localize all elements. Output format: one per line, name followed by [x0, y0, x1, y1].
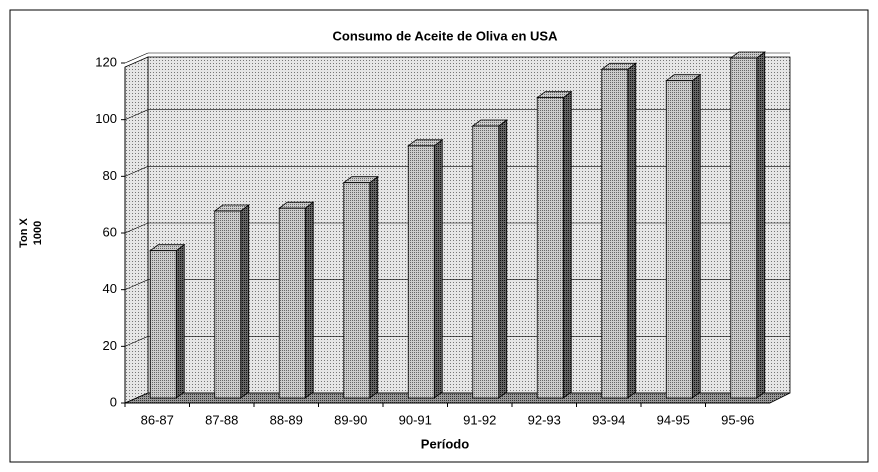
x-tick-label: 88-89	[270, 412, 303, 427]
y-tick-label: 20	[103, 338, 117, 353]
bar	[665, 80, 693, 399]
x-tick-label: 94-95	[657, 412, 690, 427]
bar-side	[627, 62, 637, 399]
bar-side	[756, 51, 766, 399]
x-tick-label: 91-92	[463, 412, 496, 427]
x-tick-label: 86-87	[141, 412, 174, 427]
grid-line	[124, 279, 149, 290]
bar	[472, 125, 500, 399]
x-tick-label: 95-96	[721, 412, 754, 427]
x-tick-label: 89-90	[334, 412, 367, 427]
grid-line	[124, 109, 149, 120]
bar	[407, 145, 435, 399]
x-tick-label: 92-93	[528, 412, 561, 427]
bar-side	[498, 119, 508, 399]
y-tick-label: 120	[95, 54, 117, 69]
y-tick-label: 40	[103, 281, 117, 296]
bar-side	[369, 175, 379, 399]
y-tick-label: 100	[95, 111, 117, 126]
bar	[536, 97, 564, 399]
bar	[278, 207, 306, 399]
y-tick-label: 0	[110, 394, 117, 409]
grid-line	[124, 52, 149, 64]
bar-side	[304, 201, 314, 399]
y-tick-label: 80	[103, 168, 117, 183]
y-axis-label: Ton X	[18, 217, 30, 247]
bar	[149, 250, 177, 399]
x-tick-label: 87-88	[205, 412, 238, 427]
grid-line	[124, 336, 149, 347]
x-axis-label: Período	[421, 436, 469, 451]
x-tick-label: 93-94	[592, 412, 625, 427]
x-tick-label: 90-91	[399, 412, 432, 427]
grid-line	[124, 392, 149, 404]
y-tick-label: 60	[103, 224, 117, 239]
chart-title: Consumo de Aceite de Oliva en USA	[333, 28, 559, 43]
bar-side	[433, 139, 443, 399]
grid-line	[124, 166, 149, 177]
side-wall	[124, 56, 149, 404]
bar-side	[175, 243, 185, 399]
bar-side	[691, 73, 701, 399]
bar	[214, 210, 242, 399]
bar	[730, 57, 758, 399]
grid-line	[124, 222, 149, 234]
bar-side	[240, 204, 250, 399]
bar-side	[562, 90, 572, 399]
y-axis-label: 1000	[32, 221, 44, 245]
bar	[601, 68, 629, 399]
bar	[343, 182, 371, 399]
